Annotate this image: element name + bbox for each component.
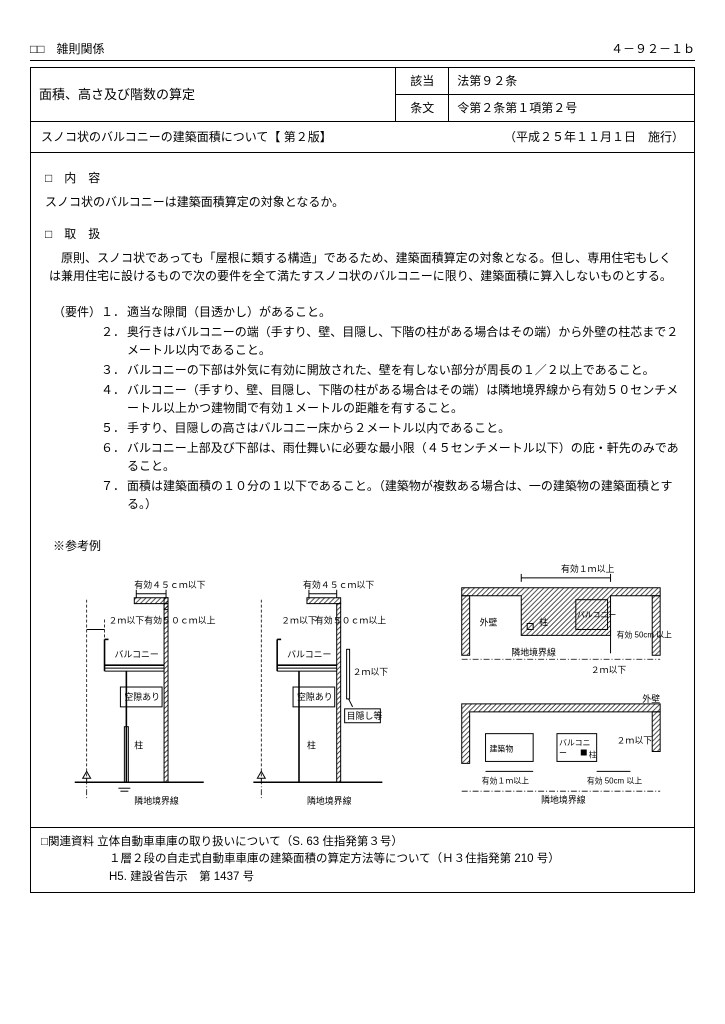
svg-text:隣地境界線: 隣地境界線 [541,794,586,805]
svg-text:バルコニー: バルコニー [114,649,158,659]
jobun-label: 条文 [396,95,449,122]
naiyo-label: □ 内 容 [45,169,680,187]
reference-label: ※参考例 [53,537,680,555]
subtitle-row: スノコ状のバルコニーの建築面積について【 第２版】 （平成２５年１１月１日 施行… [30,122,695,153]
svg-text:有効１ｍ以上: 有効１ｍ以上 [482,775,530,785]
req-text: バルコニー（手すり、壁、目隠し、下階の柱がある場合はその端）は隣地境界線から有効… [127,381,680,417]
law1: 法第９２条 [449,68,695,95]
footer-head: □関連資料 [41,836,94,848]
gaito-label: 該当 [396,68,449,95]
law2: 令第２条第１項第２号 [449,95,695,122]
footer-l1: 立体自動車車庫の取り扱いについて（S. 63 住指発第３号） [97,836,403,848]
reference-diagrams: 有効４５ｃｍ以下 [45,559,680,819]
svg-text:隣地境界線: 隣地境界線 [511,646,556,657]
svg-text:２ｍ以下: ２ｍ以下 [591,665,627,675]
svg-text:目隠し等: 目隠し等 [347,710,383,721]
req-num: ３． [101,361,127,379]
req-num: ４． [101,381,127,417]
diag-45-label: 有効４５ｃｍ以下 [134,579,205,590]
svg-text:有効１ｍ以上: 有効１ｍ以上 [561,563,615,574]
svg-text:ー: ー [559,748,567,757]
svg-text:有効４５ｃｍ以下: 有効４５ｃｍ以下 [303,579,374,590]
svg-text:有効５０ｃｍ以上: 有効５０ｃｍ以上 [144,615,215,626]
info-table: 面積、高さ及び階数の算定 該当 法第９２条 条文 令第２条第１項第２号 [30,67,695,122]
toriatsukai-label: □ 取 扱 [45,225,680,243]
req-text: バルコニー上部及び下部は、雨仕舞いに必要な最小限（４５センチメートル以下）の庇・… [127,439,680,475]
svg-text:柱: 柱 [589,749,597,759]
main-content: □ 内 容 スノコ状のバルコニーは建築面積算定の対象となるか。 □ 取 扱 原則… [30,153,695,828]
svg-text:建築物: 建築物 [490,744,514,754]
req-text: 奥行きはバルコニーの端（手すり、壁、目隠し、下階の柱がある場合はその端）から外壁… [127,323,680,359]
svg-text:空隙あり: 空隙あり [297,691,333,702]
svg-text:隣地境界線: 隣地境界線 [134,795,179,806]
req-num: ６． [101,439,127,475]
subtitle-date: （平成２５年１１月１日 施行） [504,128,684,146]
svg-text:２ｍ以下: ２ｍ以下 [617,736,653,746]
svg-text:バルコニー: バルコニー [287,649,331,659]
svg-text:柱: 柱 [134,740,143,751]
doc-title: 面積、高さ及び階数の算定 [31,68,396,122]
req-num: ５． [101,419,127,437]
svg-text:有効 50cm 以上: 有効 50cm 以上 [587,775,643,785]
req-num: ２． [101,323,127,359]
req-text: バルコニーの下部は外気に有効に開放された、壁を有しない部分が周長の１／２以上であ… [127,361,680,379]
req-num: ７． [101,477,127,513]
req-text: 手すり、目隠しの高さはバルコニー床から２メートル以内であること。 [127,419,680,437]
req-num: １． [101,303,127,321]
header-left: □□ 雑則関係 [30,40,105,58]
requirements-list: （要件） １． 適当な隙間（目透かし）があること。 ２． 奥行きはバルコニーの端… [53,303,680,513]
req-text: 面積は建築面積の１０分の１以下であること。（建築物が複数ある場合は、一の建築物の… [127,477,680,513]
svg-text:２ｍ以下: ２ｍ以下 [353,667,389,677]
svg-text:バルコニー: バルコニー [577,611,617,620]
svg-text:隣地境界線: 隣地境界線 [307,795,352,806]
svg-text:２ｍ以下: ２ｍ以下 [109,616,145,626]
req-text: 適当な隙間（目透かし）があること。 [127,303,680,321]
svg-text:有効 50cm 以上: 有効 50cm 以上 [617,629,673,639]
svg-text:柱: 柱 [307,740,316,751]
svg-text:有効５０ｃｍ以上: 有効５０ｃｍ以上 [315,615,386,626]
req-head: （要件） [53,303,101,321]
subtitle-main: スノコ状のバルコニーの建築面積について【 第２版】 [41,128,332,146]
related-materials: □関連資料 立体自動車車庫の取り扱いについて（S. 63 住指発第３号） １層２… [30,828,695,893]
svg-text:バルコニ: バルコニ [559,739,591,748]
toriatsukai-text: 原則、スノコ状であっても「屋根に類する構造」であるため、建築面積算定の対象となる… [49,249,680,285]
svg-text:空隙あり: 空隙あり [124,691,160,702]
footer-l2: １層２段の自走式自動車車庫の建築面積の算定方法等について（Ｈ３住指発第 210 … [109,851,684,868]
page-header: □□ 雑則関係 ４－９２－１ｂ [30,40,695,61]
header-right: ４－９２－１ｂ [611,40,695,58]
naiyo-text: スノコ状のバルコニーは建築面積算定の対象となるか。 [45,193,680,211]
svg-text:柱: 柱 [539,617,548,628]
svg-text:２ｍ以下: ２ｍ以下 [281,616,317,626]
svg-text:外壁: 外壁 [480,617,498,628]
footer-l3: H5. 建設省告示 第 1437 号 [109,869,684,886]
svg-text:外壁: 外壁 [642,693,660,704]
